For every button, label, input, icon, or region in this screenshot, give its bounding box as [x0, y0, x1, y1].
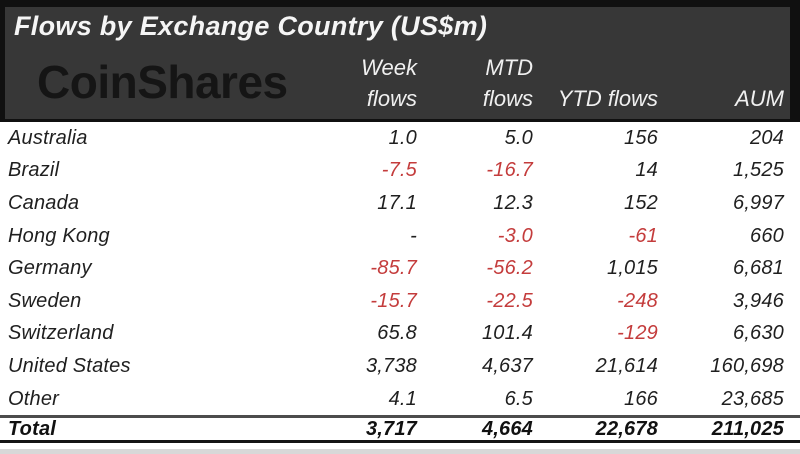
ytd-flows-value: 1,015: [606, 257, 658, 280]
mtd-flows-value: -16.7: [486, 159, 533, 182]
mtd-flows-value: 101.4: [481, 322, 533, 345]
week-flows-value: 4.1: [388, 387, 417, 410]
table-row-switzerland: Switzerland 65.8 101.4 -129 6,630: [0, 318, 800, 351]
aum-value: 1,525: [732, 159, 784, 182]
mtd-flows-value: -22.5: [486, 289, 533, 312]
aum-value: 6,681: [732, 257, 784, 280]
column-header-aum: AUM: [735, 86, 784, 111]
ytd-flows-value: 156: [624, 126, 658, 149]
mtd-flows-value: 6.5: [504, 387, 533, 410]
table-row-other: Other 4.1 6.5 166 23,685: [0, 383, 800, 416]
week-flows-value: 1.0: [388, 126, 417, 149]
header-panel: Flows by Exchange Country (US$m) CoinSha…: [5, 7, 790, 119]
total-mtd-flows-value: 4,664: [481, 418, 533, 441]
column-header-mtd-flows: MTD flows: [482, 55, 533, 111]
coinshares-logo: CoinShares: [37, 56, 288, 108]
week-flows-value: 3,738: [365, 354, 417, 377]
ytd-flows-value: -61: [628, 224, 658, 247]
total-week-flows-value: 3,717: [365, 418, 417, 441]
total-aum-value: 211,025: [711, 418, 784, 441]
table-row-united-states: United States 3,738 4,637 21,614 160,698: [0, 350, 800, 383]
ytd-flows-value: 21,614: [595, 354, 658, 377]
week-flows-value: -7.5: [381, 159, 417, 182]
bottom-edge-strip: [0, 449, 800, 454]
ytd-flows-value: 14: [635, 159, 658, 182]
week-flows-value: -15.7: [370, 289, 417, 312]
mtd-flows-value: 12.3: [493, 191, 533, 214]
country-label: United States: [8, 354, 131, 377]
aum-value: 6,997: [732, 191, 784, 214]
country-label: Canada: [8, 191, 80, 214]
header-frame: Flows by Exchange Country (US$m) CoinSha…: [0, 0, 800, 122]
aum-value: 160,698: [710, 354, 784, 377]
total-label: Total: [8, 418, 57, 441]
week-flows-value: -85.7: [370, 257, 417, 280]
aum-value: 660: [750, 224, 784, 247]
country-label: Brazil: [8, 159, 60, 182]
mtd-flows-value: 4,637: [481, 354, 533, 377]
week-flows-value: -: [410, 224, 417, 247]
table-row-brazil: Brazil -7.5 -16.7 14 1,525: [0, 155, 800, 188]
page-title: Flows by Exchange Country (US$m): [14, 11, 488, 41]
table-row-hong-kong: Hong Kong - -3.0 -61 660: [0, 220, 800, 253]
column-header-spacer: [5, 51, 335, 113]
aum-value: 23,685: [721, 387, 784, 410]
week-flows-value: 17.1: [377, 191, 417, 214]
aum-value: 3,946: [732, 289, 784, 312]
column-headers: Week flows MTD flows YTD flows AUM: [5, 51, 790, 113]
mtd-flows-value: -3.0: [497, 224, 533, 247]
country-label: Germany: [8, 257, 92, 280]
country-label: Sweden: [8, 289, 82, 312]
table-body: Australia 1.0 5.0 156 204 Brazil -7.5 -1…: [0, 122, 800, 444]
mtd-flows-value: -56.2: [486, 257, 533, 280]
table-row-australia: Australia 1.0 5.0 156 204: [0, 122, 800, 155]
mtd-flows-value: 5.0: [504, 126, 533, 149]
table-row-canada: Canada 17.1 12.3 152 6,997: [0, 187, 800, 220]
country-label: Hong Kong: [8, 224, 110, 247]
ytd-flows-value: -248: [617, 289, 658, 312]
table-row-total: Total 3,717 4,664 22,678 211,025: [0, 415, 800, 444]
ytd-flows-value: 166: [624, 387, 658, 410]
ytd-flows-value: -129: [617, 322, 658, 345]
column-header-week-flows: Week flows: [361, 55, 417, 111]
table-row-sweden: Sweden -15.7 -22.5 -248 3,946: [0, 285, 800, 318]
total-ytd-flows-value: 22,678: [595, 418, 658, 441]
aum-value: 6,630: [732, 322, 784, 345]
country-label: Other: [8, 387, 60, 410]
country-label: Australia: [8, 126, 88, 149]
aum-value: 204: [750, 126, 784, 149]
column-header-ytd-flows: YTD flows: [557, 86, 658, 111]
ytd-flows-value: 152: [624, 191, 658, 214]
table-row-germany: Germany -85.7 -56.2 1,015 6,681: [0, 252, 800, 285]
week-flows-value: 65.8: [377, 322, 417, 345]
country-label: Switzerland: [8, 322, 114, 345]
